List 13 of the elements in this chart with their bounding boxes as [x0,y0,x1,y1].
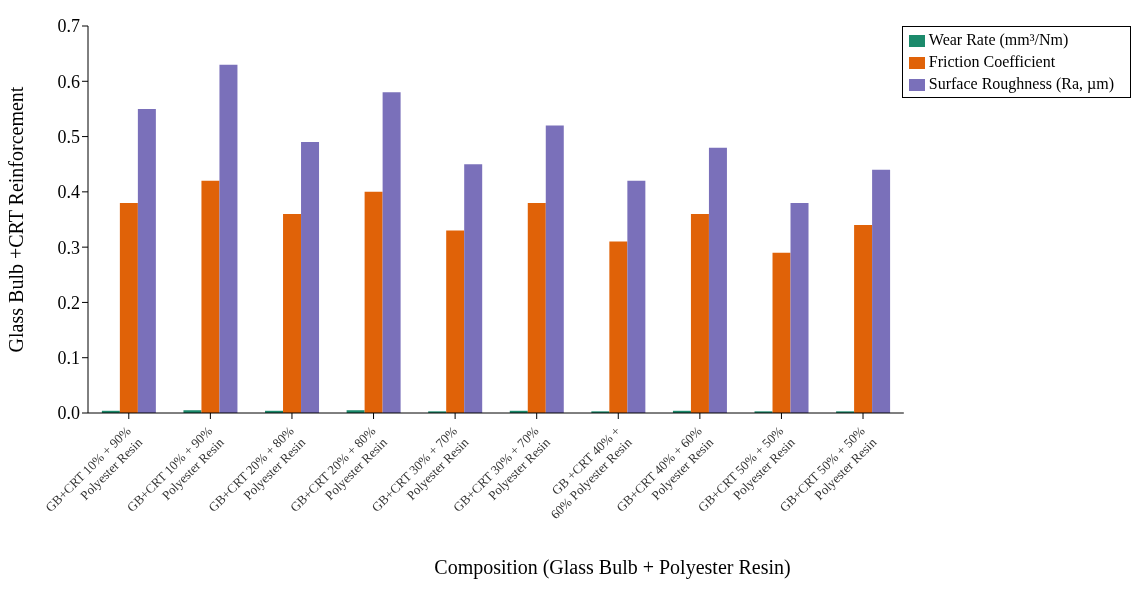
y-axis-title: Glass Bulb +CRT Reinforcement [5,86,28,353]
legend-label: Wear Rate (mm³/Nm) [928,31,1069,48]
legend-label: Friction Coefficient [928,53,1056,70]
y-tick-label: 0.5 [57,126,80,147]
legend-label: Surface Roughness (Ra, µm) [928,75,1114,92]
y-tick-label: 0.1 [57,348,80,369]
y-tick-label: 0.7 [57,16,80,37]
y-tick-label: 0.2 [57,292,80,313]
y-tick-label: 0.6 [57,71,80,92]
y-tick-label: 0.0 [57,403,80,424]
y-tick-label: 0.3 [57,237,80,258]
x-axis-title: Composition (Glass Bulb + Polyester Resin) [433,556,792,579]
y-tick-label: 0.4 [57,182,80,203]
